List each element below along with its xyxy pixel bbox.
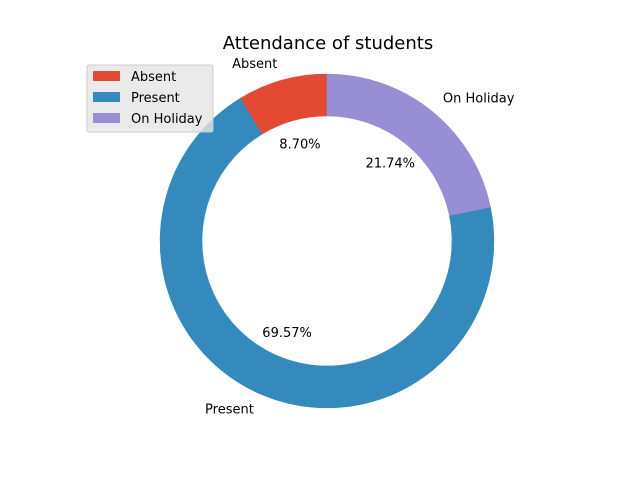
percent-label-present: 69.57% [262,326,312,341]
slices-group [159,73,495,409]
percent-label-absent: 8.70% [279,138,320,153]
legend-label-absent: Absent [131,70,176,85]
slice-present [159,97,495,409]
legend-label-on-holiday: On Holiday [131,112,203,127]
legend-swatch-absent [93,71,120,81]
labels-group: Absent 8.70% Present 69.57% On Holiday 21.74% [205,57,515,417]
percent-label-on-holiday: 21.74% [365,156,415,171]
slice-on-holiday [326,73,491,216]
slice-label-present: Present [205,403,254,418]
chart-title: Attendance of students [223,33,433,54]
legend-swatch-on-holiday [93,113,120,123]
legend: Absent Present On Holiday [86,64,214,133]
legend-swatch-present [93,92,120,102]
legend-label-present: Present [131,91,180,106]
slice-label-on-holiday: On Holiday [443,91,515,106]
slice-label-absent: Absent [232,57,277,72]
